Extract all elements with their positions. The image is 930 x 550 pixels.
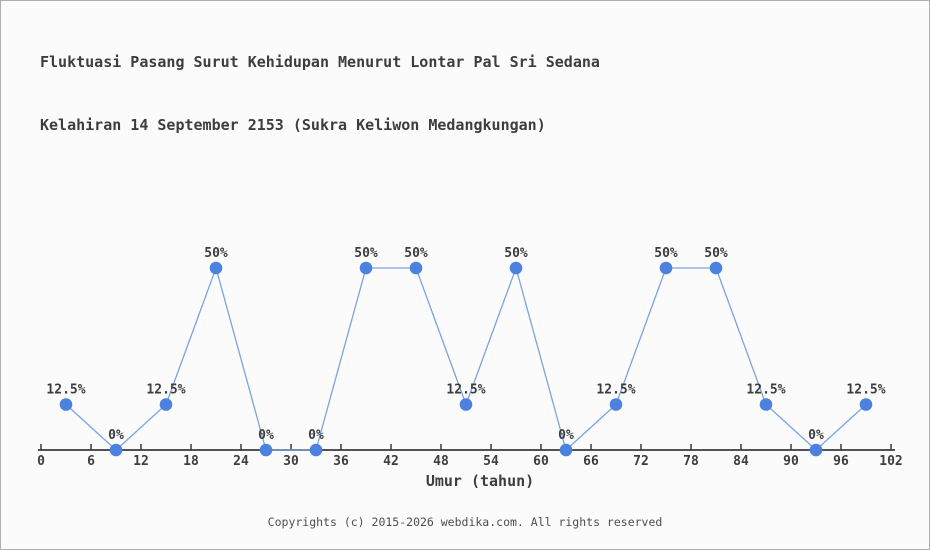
data-point-label: 50% (654, 246, 678, 261)
data-point (559, 443, 573, 457)
data-point-label: 12.5% (746, 383, 785, 398)
data-point (459, 398, 473, 411)
x-tick-label: 24 (233, 454, 249, 469)
x-tick-label: 78 (683, 454, 699, 469)
data-point-label: 12.5% (46, 383, 85, 398)
data-point (659, 261, 673, 275)
x-tick-label: 18 (183, 454, 199, 469)
copyright-text: Copyrights (c) 2015-2026 webdika.com. Al… (267, 515, 663, 529)
data-point-label: 50% (504, 246, 528, 261)
x-tick-label: 66 (583, 454, 599, 469)
x-tick-label: 12 (133, 454, 149, 469)
data-point-label: 50% (204, 246, 228, 261)
x-axis-label: Umur (tahun) (425, 472, 535, 490)
data-point (609, 398, 623, 411)
data-point-label: 0% (108, 428, 124, 443)
x-tick-label: 84 (733, 454, 749, 469)
x-tick-label: 72 (633, 454, 649, 469)
data-point (209, 261, 223, 275)
data-point (359, 261, 373, 275)
data-point-label: 12.5% (146, 383, 185, 398)
data-point-label: 12.5% (596, 383, 635, 398)
data-point (409, 261, 423, 275)
x-tick-label: 0 (37, 454, 45, 469)
data-point (509, 261, 523, 275)
data-point-label: 0% (808, 428, 824, 443)
x-tick-label: 48 (433, 454, 449, 469)
data-point-label: 12.5% (446, 383, 485, 398)
data-point (59, 398, 73, 411)
x-tick-label: 96 (833, 454, 849, 469)
data-point-label: 50% (354, 246, 378, 261)
data-point-label: 50% (704, 246, 728, 261)
data-point (709, 261, 723, 275)
x-tick-label: 36 (333, 454, 349, 469)
x-tick-label: 60 (533, 454, 549, 469)
x-tick-label: 6 (87, 454, 95, 469)
data-point (859, 398, 873, 411)
data-point (759, 398, 773, 411)
data-point (309, 443, 323, 457)
data-point-label: 50% (404, 246, 428, 261)
data-point (109, 443, 123, 457)
data-point-label: 0% (258, 428, 274, 443)
x-tick-label: 54 (483, 454, 499, 469)
data-point-label: 0% (558, 428, 574, 443)
data-point (809, 443, 823, 457)
x-tick-label: 102 (879, 454, 902, 469)
x-tick-label: 30 (283, 454, 299, 469)
data-line (65, 265, 867, 452)
chart-title: Fluktuasi Pasang Surut Kehidupan Menurut… (40, 10, 600, 178)
x-tick-label: 42 (383, 454, 399, 469)
chart-title-line1: Fluktuasi Pasang Surut Kehidupan Menurut… (40, 53, 600, 71)
chart-title-line2: Kelahiran 14 September 2153 (Sukra Keliw… (40, 116, 546, 134)
data-point-label: 12.5% (846, 383, 885, 398)
x-tick-label: 90 (783, 454, 799, 469)
data-point-label: 0% (308, 428, 324, 443)
data-point (159, 398, 173, 411)
data-point (259, 443, 273, 457)
